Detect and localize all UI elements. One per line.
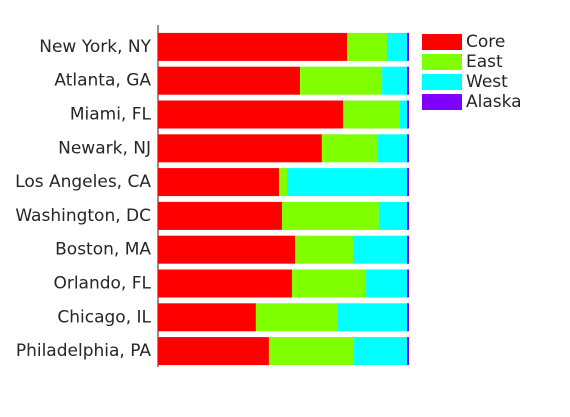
bar-segment — [406, 32, 409, 61]
legend-label: East — [466, 52, 503, 72]
legend-label: Core — [466, 32, 505, 52]
bar-segment — [347, 32, 387, 61]
y-tick-label: Washington, DC — [15, 206, 151, 226]
legend-swatch — [422, 54, 462, 70]
bar-segment — [386, 32, 407, 61]
legend-label: West — [466, 72, 508, 92]
y-tick-label: Chicago, IL — [57, 307, 151, 327]
bar-segment — [158, 201, 282, 230]
legend-swatch — [422, 94, 462, 110]
y-tick-label: Los Angeles, CA — [15, 172, 151, 192]
y-tick-label: Boston, MA — [55, 240, 151, 260]
legend-swatch — [422, 34, 462, 50]
bar-segment — [377, 134, 407, 163]
bar-segment — [399, 100, 407, 129]
bar-segment — [300, 66, 383, 95]
bar-segment — [158, 337, 269, 366]
bar-segment — [158, 269, 293, 298]
bar-segment — [255, 303, 338, 332]
bar-segment — [406, 100, 409, 129]
bar-segment — [366, 269, 407, 298]
bar-segment — [337, 303, 407, 332]
bar-segment — [321, 134, 378, 163]
bar-segment — [406, 337, 409, 366]
bar-segment — [295, 235, 354, 264]
bar-segment — [158, 66, 301, 95]
bar-segment — [406, 134, 409, 163]
bar-segment — [281, 201, 379, 230]
bar-segment — [406, 168, 409, 197]
legend-swatch — [422, 74, 462, 90]
y-tick-label: Philadelphia, PA — [16, 341, 152, 361]
bar-segment — [292, 269, 367, 298]
bar-segment — [158, 100, 343, 129]
bar-segment — [287, 168, 407, 197]
y-tick-label: Atlanta, GA — [54, 71, 151, 91]
bar-segment — [406, 235, 409, 264]
legend-label: Alaska — [466, 92, 522, 112]
y-tick-label: New York, NY — [39, 37, 151, 57]
bar-segment — [158, 32, 348, 61]
bar-segment — [353, 235, 407, 264]
bar-segment — [406, 66, 409, 95]
bar-segment — [406, 303, 409, 332]
bar-segment — [378, 201, 407, 230]
bar-segment — [342, 100, 400, 129]
y-tick-label: Orlando, FL — [53, 274, 151, 294]
bar-segment — [354, 337, 407, 366]
bar-segment — [406, 201, 409, 230]
y-tick-label: Newark, NJ — [58, 138, 151, 158]
y-tick-label: Miami, FL — [70, 105, 152, 125]
bar-segment — [278, 168, 288, 197]
bar-segment — [158, 168, 279, 197]
bar-segment — [158, 134, 322, 163]
bar-segment — [406, 269, 409, 298]
bar-segment — [382, 66, 407, 95]
bar-segment — [268, 337, 355, 366]
bar-segment — [158, 303, 256, 332]
bar-segment — [158, 235, 296, 264]
